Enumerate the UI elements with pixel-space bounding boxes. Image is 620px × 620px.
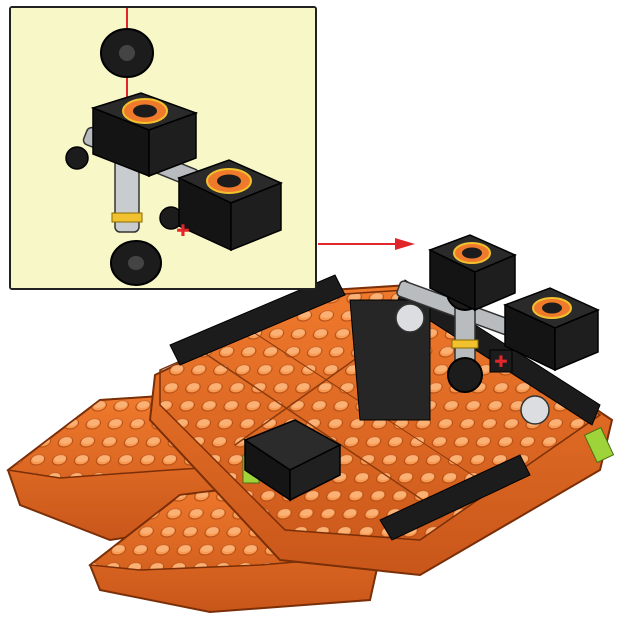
- callout-box-upper: [90, 92, 199, 178]
- engine-box-upper: [428, 234, 517, 312]
- right-arrow-icon: [318, 238, 415, 250]
- black-wheel-bottom: [110, 240, 162, 286]
- black-wheel-top: [100, 28, 154, 78]
- subassembly-drawing: ✚: [11, 8, 315, 288]
- engine-box-lower: [503, 287, 600, 372]
- flame-emblem-icon: [206, 168, 252, 194]
- black-deck-brick: [243, 419, 342, 502]
- flame-emblem-icon: [453, 242, 491, 264]
- flame-emblem-icon: [122, 98, 168, 124]
- lime-accent-right: [583, 426, 615, 464]
- red-cross-axle-icon: ✚: [176, 221, 189, 240]
- callout-box-lower: [177, 159, 283, 252]
- yellow-bushing: [111, 212, 143, 223]
- engine-assembly-installed: ✚: [395, 234, 600, 425]
- red-cross-axle-icon: ✚: [494, 352, 507, 371]
- subassembly-callout: ✚: [9, 6, 317, 290]
- flame-emblem-icon: [532, 297, 572, 319]
- axle-end-left: [65, 146, 89, 170]
